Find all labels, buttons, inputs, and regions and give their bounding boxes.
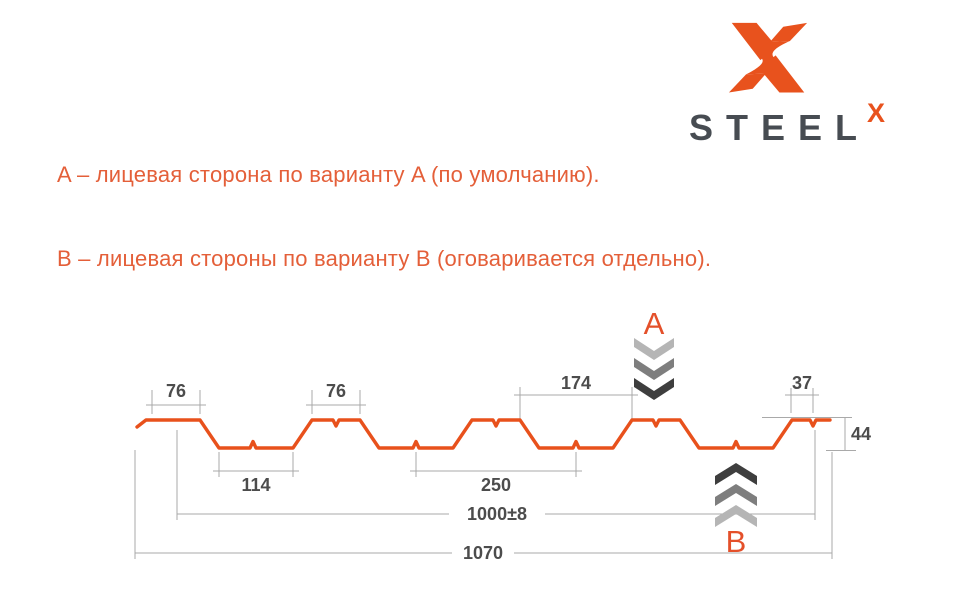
side-b-label: B <box>726 524 747 559</box>
dim-crest-top-2: 76 <box>306 381 366 414</box>
dim-edge-crest-label: 37 <box>792 373 812 393</box>
chevron-down-icon <box>634 378 674 400</box>
dim-rib-pitch: 250 <box>410 452 582 495</box>
dim-working-width: 1000±8 <box>176 430 816 524</box>
dim-crest-top-2-label: 76 <box>326 381 346 401</box>
dim-working-width-label: 1000±8 <box>467 504 527 524</box>
steelx-wordmark: STEEL <box>689 107 871 148</box>
dim-trough-width: 114 <box>213 452 299 495</box>
dim-profile-height: 44 <box>762 417 871 451</box>
profile-outline <box>135 418 832 450</box>
note-variant-a: A – лицевая сторона по варианту A (по ум… <box>57 162 600 187</box>
logo-arm-top-right <box>769 22 808 42</box>
chevron-down-icon <box>634 338 674 360</box>
dim-overall-width-label: 1070 <box>463 543 503 563</box>
dim-crest-top-1-label: 76 <box>166 381 186 401</box>
steelx-wordmark-x: X <box>867 98 886 128</box>
side-b-marker: B <box>715 463 757 559</box>
dim-crest-opening: 174 <box>514 373 638 419</box>
side-a-label: A <box>644 306 665 341</box>
chevron-up-icon <box>715 463 757 485</box>
dim-crest-top-1: 76 <box>146 381 206 414</box>
chevron-down-icon <box>634 358 674 380</box>
dim-overall-width: 1070 <box>134 450 833 563</box>
steelx-logo-icon <box>728 22 808 93</box>
note-variant-b: B – лицевая стороны по варианту B (огова… <box>57 246 712 271</box>
dim-profile-height-label: 44 <box>851 424 871 444</box>
chevron-up-icon <box>715 484 757 506</box>
dim-crest-opening-label: 174 <box>561 373 591 393</box>
logo-arm-bottom-left <box>728 73 767 93</box>
dim-trough-width-label: 114 <box>241 475 270 495</box>
logo-s-curve <box>746 41 790 75</box>
side-a-marker: A <box>634 306 674 400</box>
dim-edge-crest: 37 <box>785 373 819 413</box>
chevron-up-icon <box>715 505 757 527</box>
dim-rib-pitch-label: 250 <box>481 475 511 495</box>
